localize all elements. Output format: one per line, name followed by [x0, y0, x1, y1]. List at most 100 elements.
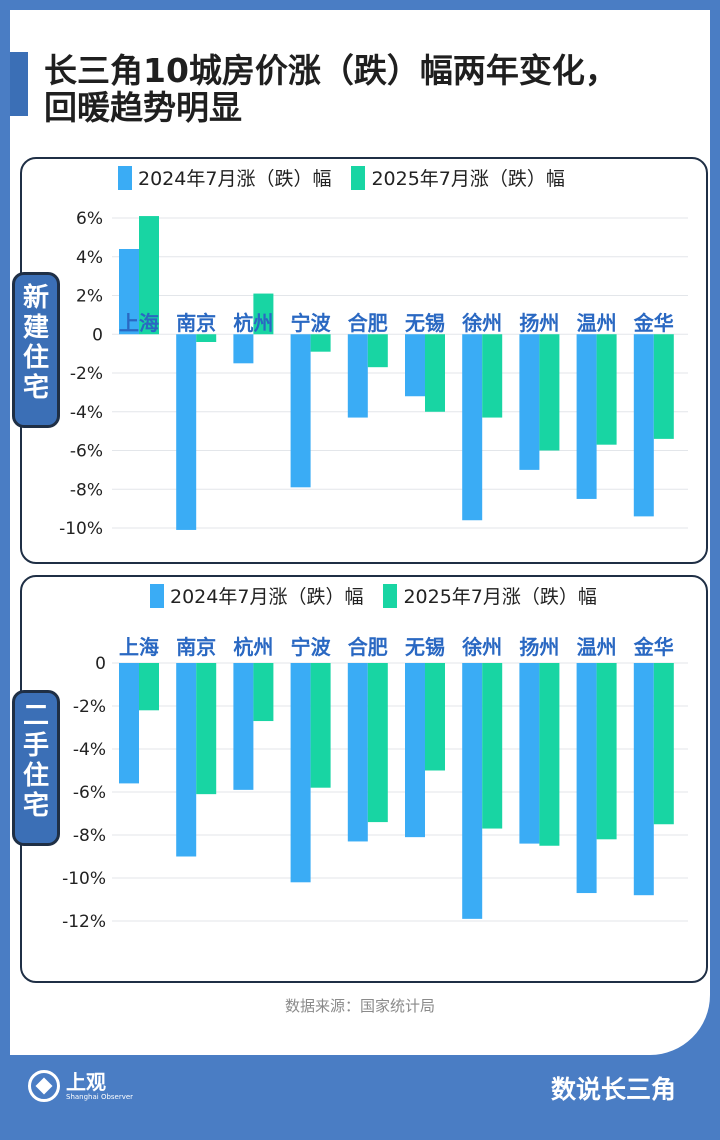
logo-icon [28, 1070, 60, 1102]
y-tick-label: -4% [70, 403, 103, 423]
category-label: 宁波 [291, 635, 332, 659]
panel-label-char: 宅 [22, 791, 49, 821]
panel-label-char: 住 [22, 761, 49, 791]
y-tick-label: -2% [73, 697, 106, 717]
bar [425, 334, 445, 412]
bar [576, 334, 597, 499]
logo-name: 上观 [66, 1069, 106, 1094]
legend-item-2024: 2024年7月涨（跌）幅 [150, 582, 363, 609]
page-title: 长三角10城房价涨（跌）幅两年变化， 回暖趋势明显 [44, 52, 684, 126]
title-accent-bar [10, 52, 28, 116]
panel-label-char: 住 [22, 343, 49, 373]
legend-swatch-2024 [118, 165, 132, 190]
bar [233, 663, 254, 790]
category-label: 温州 [577, 635, 617, 659]
bar [405, 334, 425, 397]
bar [367, 663, 388, 823]
y-tick-label: 2% [76, 287, 103, 307]
bar [596, 334, 617, 445]
legend-item-2025: 2025年7月涨（跌）幅 [351, 164, 565, 191]
bar [196, 663, 217, 795]
y-tick-label: 0 [92, 325, 103, 345]
legend-swatch-2024 [150, 583, 164, 608]
category-label: 上海 [119, 635, 159, 659]
y-tick-label: -10% [62, 869, 106, 889]
legend-resale-homes: 2024年7月涨（跌）幅 2025年7月涨（跌）幅 [150, 582, 617, 609]
y-tick-label: -10% [59, 519, 103, 539]
category-label: 宁波 [291, 311, 332, 335]
bar [196, 334, 217, 342]
category-label: 合肥 [348, 311, 388, 335]
category-label: 南京 [176, 311, 216, 335]
bar [347, 334, 368, 418]
bar [596, 663, 617, 840]
panel-label-new-homes: 新建住宅 [12, 272, 60, 428]
category-label: 南京 [176, 635, 216, 659]
bar [139, 663, 159, 711]
category-label: 徐州 [461, 635, 502, 659]
category-label: 无锡 [405, 311, 445, 335]
panel-label-char: 二 [22, 701, 49, 731]
bar [347, 663, 368, 842]
bar [482, 334, 503, 418]
y-tick-label: -4% [73, 740, 106, 760]
y-tick-label: -6% [70, 442, 103, 462]
y-tick-label: -6% [73, 783, 106, 803]
bar [176, 334, 197, 530]
bar [653, 334, 674, 439]
category-label: 温州 [577, 311, 617, 335]
bar [253, 293, 274, 335]
category-label: 扬州 [519, 635, 559, 659]
bar [310, 334, 331, 352]
category-label: 金华 [633, 635, 674, 659]
panel-label-char: 宅 [22, 373, 49, 403]
bar [176, 663, 197, 857]
legend-item-2024: 2024年7月涨（跌）幅 [118, 164, 331, 191]
y-tick-label: -12% [62, 912, 106, 932]
bar [633, 334, 654, 517]
bar [139, 216, 159, 335]
category-label: 徐州 [461, 311, 502, 335]
legend-label-2024: 2024年7月涨（跌）幅 [138, 168, 332, 190]
bar [519, 334, 540, 470]
category-label: 无锡 [405, 635, 445, 659]
bar [290, 334, 311, 488]
panel-label-resale-homes: 二手住宅 [12, 690, 60, 846]
panel-label-char: 建 [22, 313, 49, 343]
bar [633, 663, 654, 896]
bar [482, 663, 503, 829]
bar [233, 334, 254, 364]
bar [367, 334, 388, 368]
y-tick-label: 4% [76, 248, 103, 268]
bar [119, 249, 139, 335]
panel-label-char: 手 [22, 731, 49, 761]
logo: 上观 Shanghai Observer [28, 1070, 133, 1102]
legend-item-2025: 2025年7月涨（跌）幅 [383, 582, 597, 609]
category-label: 杭州 [233, 311, 273, 335]
legend-label-2025: 2025年7月涨（跌）幅 [371, 168, 565, 190]
category-label: 杭州 [233, 635, 273, 659]
y-tick-label: 6% [76, 209, 103, 229]
legend-swatch-2025 [351, 165, 366, 190]
category-label: 合肥 [348, 635, 388, 659]
bar [425, 663, 445, 771]
category-label: 上海 [119, 311, 159, 335]
bar [519, 663, 540, 844]
bar [290, 663, 311, 883]
y-tick-label: -8% [70, 480, 103, 500]
logo-subtitle: Shanghai Observer [66, 1092, 134, 1101]
category-label: 金华 [633, 311, 674, 335]
bar [576, 663, 597, 894]
title-line-1: 长三角10城房价涨（跌）幅两年变化， [44, 51, 618, 90]
bar [653, 663, 674, 825]
legend-label-2024: 2024年7月涨（跌）幅 [170, 586, 364, 608]
category-label: 扬州 [519, 311, 559, 335]
legend-new-homes: 2024年7月涨（跌）幅 2025年7月涨（跌）幅 [118, 164, 585, 191]
legend-swatch-2025 [383, 583, 398, 608]
bar [462, 334, 483, 521]
y-tick-label: -2% [70, 364, 103, 384]
panel-label-char: 新 [22, 283, 49, 313]
y-tick-label: 0 [95, 654, 106, 674]
data-source: 数据来源：国家统计局 [284, 997, 435, 1015]
